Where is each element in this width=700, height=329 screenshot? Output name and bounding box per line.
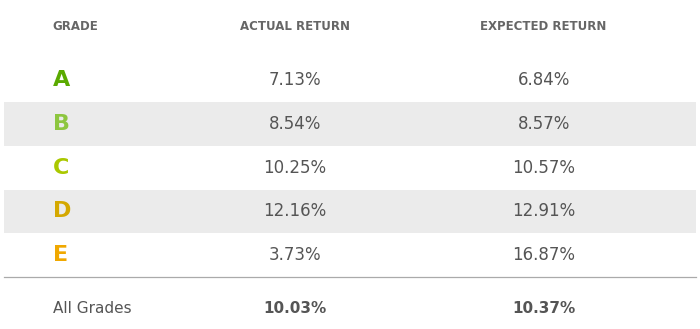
Text: 10.57%: 10.57% [512, 159, 575, 177]
Text: 12.91%: 12.91% [512, 202, 575, 220]
Text: 3.73%: 3.73% [268, 246, 321, 264]
Text: 10.03%: 10.03% [263, 301, 326, 316]
Text: 16.87%: 16.87% [512, 246, 575, 264]
Text: 8.54%: 8.54% [269, 115, 321, 133]
Text: 6.84%: 6.84% [517, 71, 570, 89]
Text: E: E [52, 245, 68, 265]
Bar [4, 190, 696, 233]
Text: ACTUAL RETURN: ACTUAL RETURN [239, 20, 350, 33]
Text: 8.57%: 8.57% [517, 115, 570, 133]
Text: GRADE: GRADE [52, 20, 98, 33]
Bar [4, 102, 696, 146]
Text: EXPECTED RETURN: EXPECTED RETURN [480, 20, 607, 33]
Text: 7.13%: 7.13% [268, 71, 321, 89]
Text: All Grades: All Grades [52, 301, 131, 316]
Text: B: B [52, 114, 69, 134]
Text: A: A [52, 70, 70, 90]
Text: D: D [52, 201, 71, 221]
Text: 10.25%: 10.25% [263, 159, 326, 177]
Text: 10.37%: 10.37% [512, 301, 575, 316]
Text: C: C [52, 158, 69, 178]
Text: 12.16%: 12.16% [263, 202, 326, 220]
